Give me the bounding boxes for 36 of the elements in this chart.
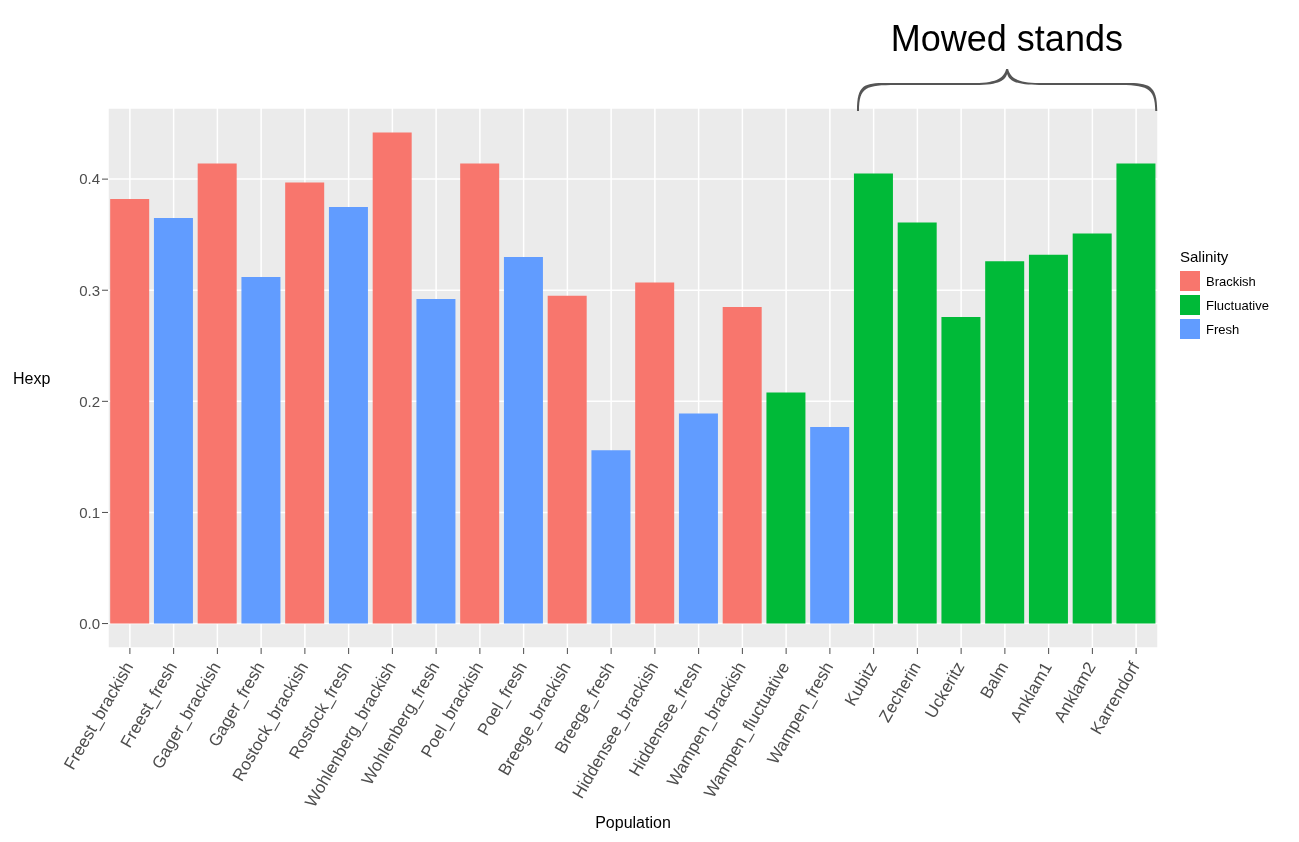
y-tick-label: 0.2 [79, 392, 100, 410]
bar [372, 132, 412, 624]
legend-title: Salinity [1180, 248, 1230, 265]
y-axis-title: Hexp [13, 369, 51, 387]
y-tick-label: 0.0 [79, 614, 100, 632]
bar [241, 276, 281, 624]
bar [941, 316, 981, 624]
bar [416, 299, 456, 624]
bar [810, 426, 850, 624]
bar [547, 295, 587, 624]
bar [197, 163, 237, 624]
y-tick-label: 0.1 [79, 503, 100, 521]
bar [897, 222, 937, 624]
legend-label: Fluctuative [1206, 297, 1269, 313]
x-axis-title: Population [595, 814, 671, 831]
y-tick-label: 0.4 [79, 170, 100, 188]
bar [1072, 233, 1112, 624]
bar [153, 218, 193, 624]
bar [285, 182, 325, 624]
legend-label: Fresh [1206, 321, 1240, 337]
y-tick-label: 0.3 [79, 281, 100, 299]
bar [591, 450, 631, 624]
bar [722, 306, 762, 624]
bar [766, 392, 806, 624]
bar [328, 206, 368, 624]
bar [678, 413, 718, 624]
bar [1028, 254, 1068, 624]
legend-label: Brackish [1206, 273, 1256, 289]
bar [635, 282, 675, 624]
bar [503, 256, 543, 624]
bar [1116, 163, 1156, 624]
bar [985, 261, 1025, 624]
bar [460, 163, 500, 624]
bar [853, 173, 893, 624]
text: Mowed stands [889, 18, 1124, 60]
bar [110, 199, 150, 624]
